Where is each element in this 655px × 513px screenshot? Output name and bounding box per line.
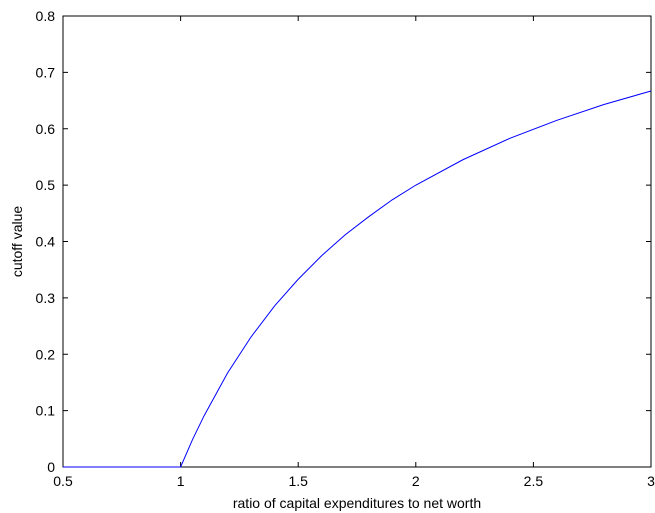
axes-frame bbox=[62, 15, 652, 468]
x-tick-label: 1.5 bbox=[288, 473, 308, 489]
x-axis-title: ratio of capital expenditures to net wor… bbox=[233, 495, 481, 511]
x-tick-label: 3 bbox=[647, 473, 655, 489]
x-tick-label: 2.5 bbox=[524, 473, 544, 489]
y-tick-label: 0.7 bbox=[36, 64, 56, 80]
x-tick-label: 2 bbox=[412, 473, 420, 489]
series-line-0 bbox=[63, 90, 652, 468]
y-axis-title: cutoff value bbox=[9, 206, 25, 278]
y-tick-label: 0.8 bbox=[36, 8, 56, 24]
x-tick-label: 1 bbox=[177, 473, 185, 489]
y-tick-label: 0 bbox=[47, 459, 55, 475]
x-axis-ticks: 0.5 1 1.5 2 2.5 3 bbox=[53, 16, 655, 489]
y-tick-label: 0.1 bbox=[36, 403, 56, 419]
x-tick-label: 0.5 bbox=[53, 473, 73, 489]
y-tick-label: 0.4 bbox=[36, 234, 56, 250]
y-tick-label: 0.2 bbox=[36, 346, 56, 362]
series-layer bbox=[63, 90, 652, 468]
y-tick-label: 0.5 bbox=[36, 177, 56, 193]
y-tick-label: 0.6 bbox=[36, 121, 56, 137]
y-axis-ticks: 0 0.1 0.2 0.3 0.4 0.5 0.6 0.7 0.8 bbox=[36, 8, 651, 475]
y-tick-label: 0.3 bbox=[36, 290, 56, 306]
plot-area bbox=[62, 15, 652, 468]
